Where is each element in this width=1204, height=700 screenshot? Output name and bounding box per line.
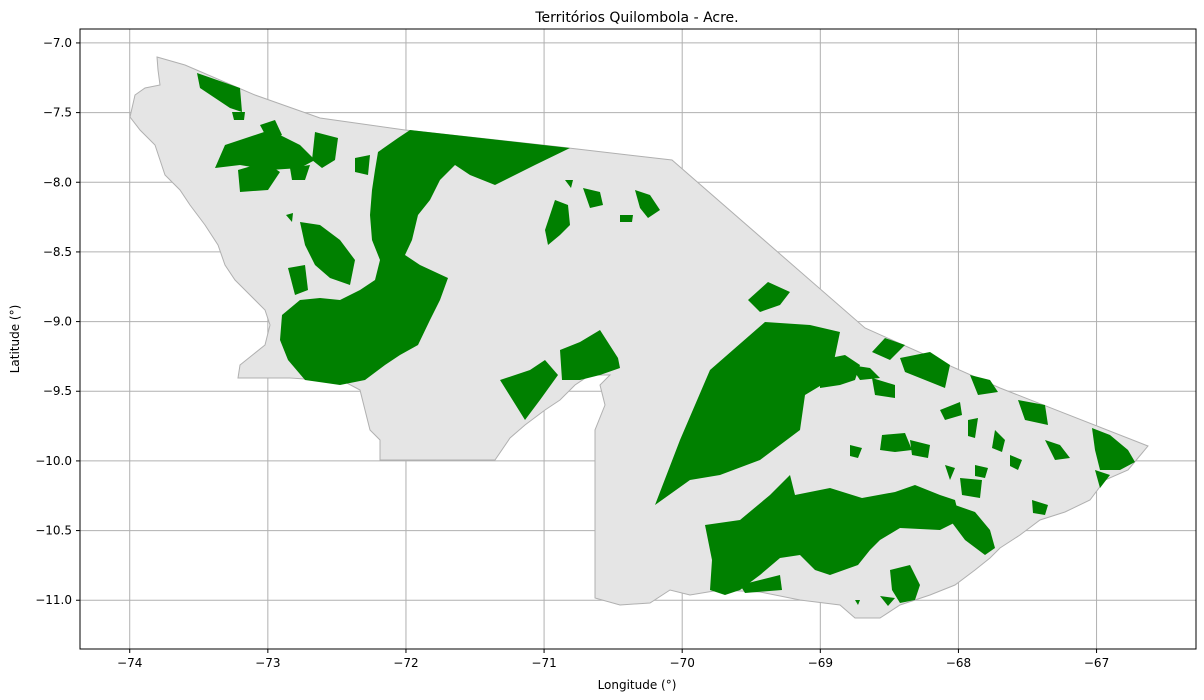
territory-polygon — [197, 73, 242, 112]
territory-polygon — [890, 565, 920, 603]
territory-polygon — [560, 330, 620, 380]
territory-polygon — [748, 282, 790, 312]
territory-polygon — [850, 365, 880, 380]
territory-polygon — [583, 188, 603, 208]
territory-polygon — [975, 465, 988, 478]
territory-polygon — [300, 222, 355, 285]
territory-polygon — [565, 180, 573, 188]
territory-polygon — [286, 213, 293, 222]
territory-polygon — [290, 165, 310, 180]
territory-polygons — [197, 73, 1135, 606]
y-tick-label: −8.0 — [43, 175, 72, 189]
y-tick-label: −7.5 — [43, 106, 72, 120]
territory-polygon — [655, 322, 840, 505]
territory-polygon — [940, 402, 962, 420]
y-tick-label: −11.0 — [35, 593, 72, 607]
x-tick-label: −68 — [946, 656, 971, 670]
territory-polygon — [288, 265, 308, 295]
y-tick-label: −10.5 — [35, 524, 72, 538]
y-tick-label: −9.0 — [43, 315, 72, 329]
territory-polygon — [1092, 428, 1135, 470]
y-axis-ticks: −7.0 −7.5 −8.0 −8.5 −9.0 −9.5 −10.0 −10.5 −11.0 — [35, 36, 80, 607]
territory-polygon — [820, 355, 860, 388]
territory-polygon — [1045, 440, 1070, 460]
territory-polygon — [280, 130, 570, 385]
territory-polygon — [238, 162, 280, 192]
y-tick-label: −9.5 — [43, 384, 72, 398]
y-axis-label: Latitude (°) — [8, 305, 22, 374]
territory-polygon — [855, 600, 860, 605]
x-axis-ticks: −74 −73 −72 −71 −70 −69 −68 −67 — [117, 649, 1109, 670]
territory-polygon — [1095, 470, 1110, 488]
territory-polygon — [970, 375, 998, 395]
territory-polygon — [992, 430, 1005, 452]
territory-polygon — [500, 360, 558, 420]
territory-polygon — [910, 440, 930, 458]
y-tick-label: −8.5 — [43, 245, 72, 259]
territory-polygon — [215, 130, 315, 170]
y-tick-label: −7.0 — [43, 36, 72, 50]
x-tick-label: −73 — [255, 656, 280, 670]
x-axis-label: Longitude (°) — [598, 678, 677, 692]
territory-polygon — [355, 155, 370, 175]
territory-polygon — [880, 596, 895, 606]
territory-polygon — [635, 190, 660, 218]
territory-polygon — [705, 475, 960, 595]
territory-polygon — [1018, 400, 1048, 425]
territory-polygon — [740, 575, 782, 593]
y-tick-label: −10.0 — [35, 454, 72, 468]
x-tick-label: −71 — [531, 656, 556, 670]
territory-polygon — [872, 378, 895, 398]
territory-polygon — [968, 418, 978, 438]
territory-polygon — [900, 352, 950, 388]
territory-polygon — [880, 433, 912, 452]
territory-polygon — [872, 338, 905, 360]
territory-polygon — [1032, 500, 1048, 515]
x-tick-label: −74 — [117, 656, 142, 670]
territory-polygon — [260, 120, 282, 140]
territory-polygon — [232, 112, 245, 120]
territory-polygon — [312, 132, 338, 168]
x-tick-label: −72 — [393, 656, 418, 670]
territory-polygon — [950, 505, 995, 555]
x-tick-label: −69 — [808, 656, 833, 670]
territory-polygon — [1010, 455, 1022, 470]
axes-frame — [79, 28, 1197, 650]
territory-polygon — [620, 215, 633, 222]
x-tick-label: −70 — [670, 656, 695, 670]
territory-polygon — [960, 478, 982, 498]
territory-polygon — [945, 465, 955, 480]
x-tick-label: −67 — [1084, 656, 1109, 670]
chart-title: Territórios Quilombola - Acre. — [534, 10, 738, 26]
territory-polygon — [850, 445, 862, 458]
territory-polygon — [545, 200, 570, 245]
